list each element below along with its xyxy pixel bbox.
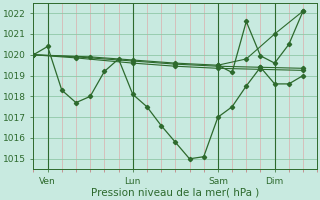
- X-axis label: Pression niveau de la mer( hPa ): Pression niveau de la mer( hPa ): [91, 187, 260, 197]
